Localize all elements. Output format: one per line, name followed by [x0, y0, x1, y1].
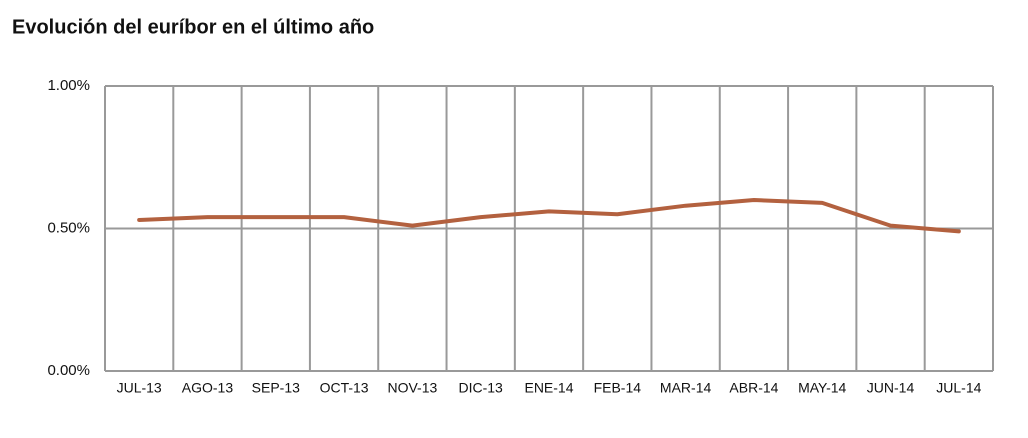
- x-tick-label: MAR-14: [660, 380, 712, 396]
- x-tick-label: DIC-13: [459, 380, 504, 396]
- x-tick-label: FEB-14: [594, 380, 642, 396]
- x-tick-label: JUN-14: [867, 380, 915, 396]
- y-tick-label: 0.50%: [47, 219, 90, 236]
- y-tick-label: 0.00%: [47, 362, 90, 379]
- x-tick-label: NOV-13: [387, 380, 437, 396]
- x-tick-label: ABR-14: [729, 380, 778, 396]
- x-tick-label: JUL-14: [936, 380, 981, 396]
- x-tick-label: AGO-13: [182, 380, 234, 396]
- series-line: [137, 198, 961, 234]
- x-tick-label: ENE-14: [524, 380, 573, 396]
- x-tick-label: SEP-13: [252, 380, 300, 396]
- chart-title: Evolución del euríbor en el último año: [12, 16, 374, 38]
- y-tick-label: 1.00%: [47, 77, 90, 94]
- x-tick-label: MAY-14: [798, 380, 846, 396]
- x-tick-label: JUL-13: [117, 380, 162, 396]
- x-tick-label: OCT-13: [320, 380, 369, 396]
